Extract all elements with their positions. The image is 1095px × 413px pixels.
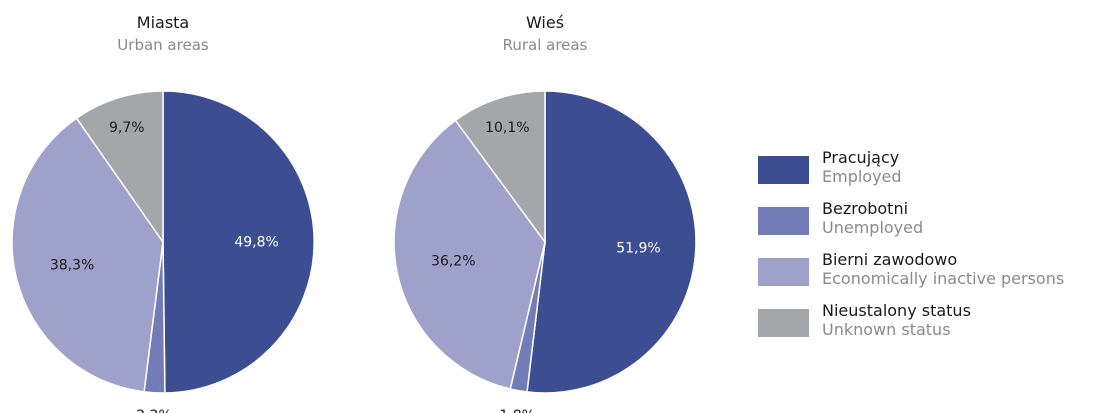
rural-slice-inactive xyxy=(393,119,546,390)
pie-urban-title: Miasta xyxy=(137,13,189,32)
pie-rural-subtitle: Rural areas xyxy=(503,36,588,54)
rural-label-unknown: 10,1% xyxy=(485,120,529,136)
legend-swatch-unknown xyxy=(758,309,809,337)
urban-slice-inactive xyxy=(11,117,164,393)
pie-rural-title: Wieś xyxy=(526,13,564,32)
legend-label-employed: Pracujący xyxy=(822,148,899,167)
urban-label-employed: 49,8% xyxy=(234,234,278,250)
legend-swatch-employed xyxy=(758,156,809,184)
rural-label-unemployed: 1,8% xyxy=(499,408,535,413)
legend-sublabel-inactive: Economically inactive persons xyxy=(822,269,1064,288)
pie-rural: 51,9% 1,8% 36,2% 10,1% xyxy=(393,90,697,413)
legend: Pracujący Employed Bezrobotni Unemployed… xyxy=(758,148,1064,339)
legend-label-unknown: Nieustalony status xyxy=(822,301,971,320)
legend-sublabel-unknown: Unknown status xyxy=(822,320,951,339)
legend-label-unemployed: Bezrobotni xyxy=(822,199,908,218)
rural-label-inactive: 36,2% xyxy=(431,254,475,270)
urban-label-unemployed: 2.2% xyxy=(136,408,172,413)
legend-sublabel-employed: Employed xyxy=(822,167,902,186)
rural-slice-employed xyxy=(526,90,697,394)
legend-swatch-unemployed xyxy=(758,207,809,235)
urban-label-inactive: 38,3% xyxy=(50,257,94,273)
urban-slice-employed xyxy=(162,90,315,394)
urban-label-unknown: 9,7% xyxy=(109,120,145,136)
legend-label-inactive: Bierni zawodowo xyxy=(822,250,957,269)
rural-slice-unknown xyxy=(454,90,546,245)
rural-label-employed: 51,9% xyxy=(616,241,660,257)
legend-swatch-inactive xyxy=(758,258,809,286)
legend-sublabel-unemployed: Unemployed xyxy=(822,218,923,237)
pie-urban: 49,8% 2.2% 38,3% 9,7% xyxy=(11,90,315,413)
urban-slice-unknown xyxy=(75,90,164,245)
pie-urban-subtitle: Urban areas xyxy=(117,36,209,54)
